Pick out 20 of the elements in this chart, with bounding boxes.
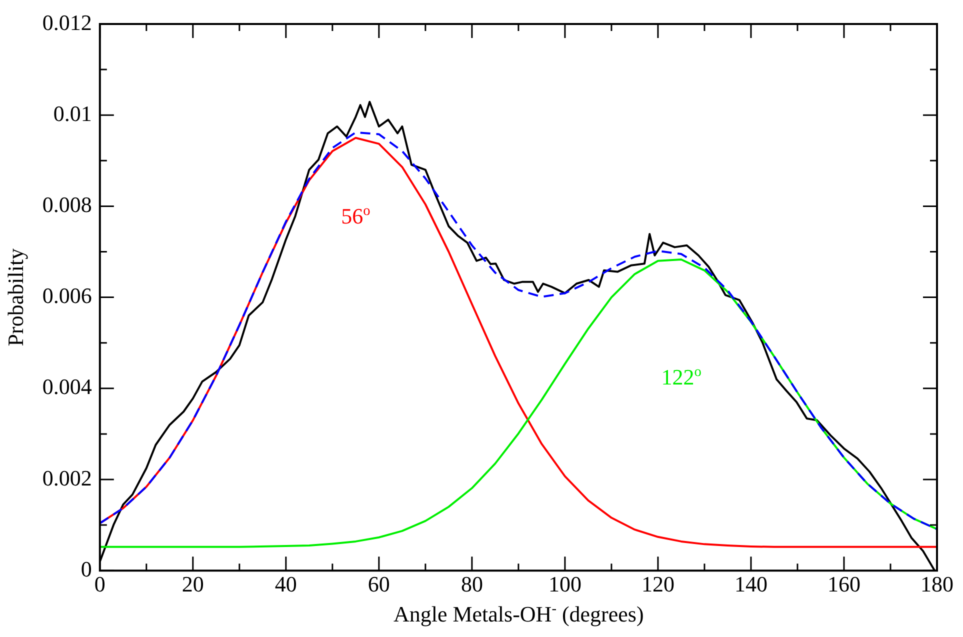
y-tick-label: 0.012	[42, 10, 92, 35]
x-tick-label: 20	[182, 572, 204, 597]
y-tick-label: 0.006	[42, 283, 92, 308]
annotation: 56$^{o}$	[341, 202, 370, 230]
x-axis-title: Angle Metals-OH$^{-}$ (degrees)	[393, 600, 644, 627]
x-tick-label: 180	[920, 572, 954, 597]
x-tick-label: 40	[274, 572, 297, 597]
x-tick-label: 60	[368, 572, 390, 597]
y-tick-label: 0.004	[42, 374, 92, 400]
x-tick-label: 100	[548, 572, 582, 597]
y-axis-title: Probability	[2, 248, 28, 346]
y-tick-label: 0.01	[53, 100, 92, 126]
x-tick-label: 140	[734, 572, 768, 597]
x-tick-label: 160	[827, 572, 860, 597]
y-tick-label: 0.008	[42, 192, 92, 217]
x-tick-label: 120	[641, 572, 674, 597]
y-tick-label: 0	[80, 556, 92, 582]
y-tick-label: 0.002	[42, 465, 92, 490]
annotation: 122$^{o}$	[661, 364, 702, 391]
x-tick-label: 80	[460, 572, 483, 597]
